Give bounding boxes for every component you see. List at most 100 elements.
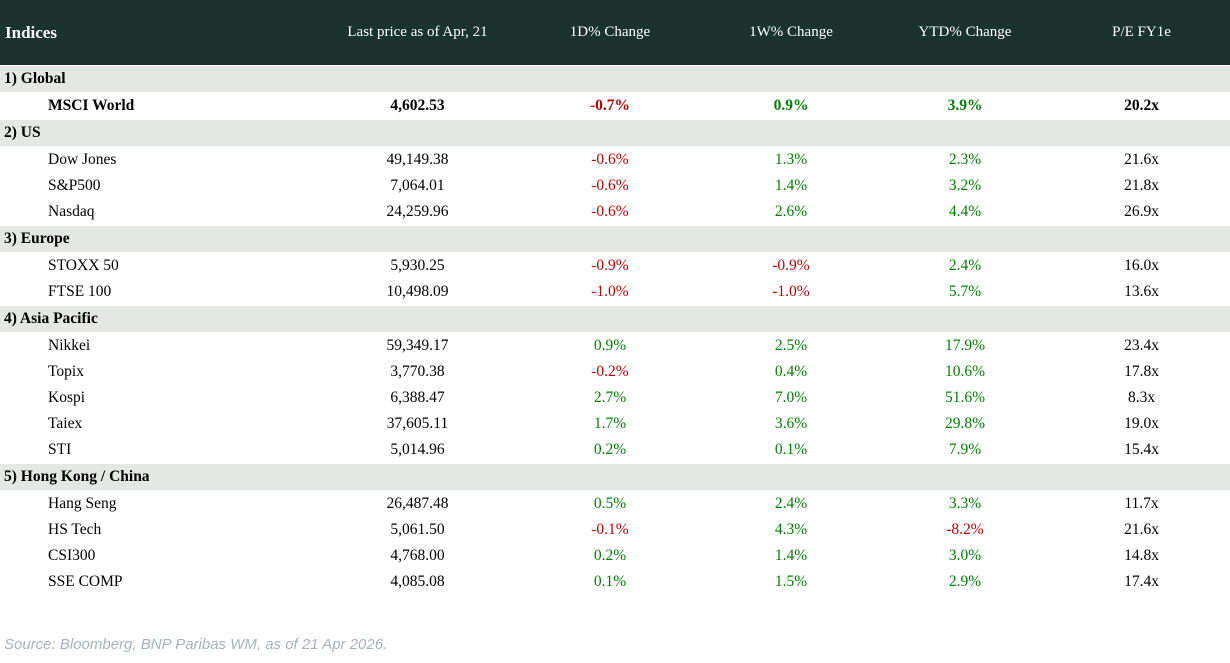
change-1d: -0.1% [515,517,705,543]
change-1d: -0.6% [515,146,705,173]
index-name: MSCI World [0,92,320,120]
index-name: Dow Jones [0,146,320,173]
pe-fy1e: 11.7x [1053,490,1230,517]
index-name: Hang Seng [0,490,320,517]
index-row: CSI300 4,768.00 0.2% 1.4% 3.0% 14.8x [0,543,1230,569]
index-row: Nikkei 59,349.17 0.9% 2.5% 17.9% 23.4x [0,332,1230,359]
index-row: FTSE 100 10,498.09 -1.0% -1.0% 5.7% 13.6x [0,279,1230,306]
section-row: 3) Europe [0,225,1230,253]
index-name: Taiex [0,411,320,437]
change-1w: 1.3% [705,146,877,173]
section-label: 2) US [0,119,1230,147]
last-price: 5,930.25 [320,252,515,279]
pe-fy1e: 21.6x [1053,146,1230,173]
change-ytd: 17.9% [877,332,1053,359]
last-price: 37,605.11 [320,411,515,437]
section-label: 3) Europe [0,225,1230,253]
index-name: SSE COMP [0,569,320,595]
index-name: CSI300 [0,543,320,569]
change-ytd: 3.9% [877,92,1053,120]
change-1w: 4.3% [705,517,877,543]
change-ytd: 2.4% [877,252,1053,279]
section-row: 2) US [0,119,1230,147]
last-price: 6,388.47 [320,385,515,411]
change-1w: 3.6% [705,411,877,437]
last-price: 59,349.17 [320,332,515,359]
pe-fy1e: 16.0x [1053,252,1230,279]
index-row: S&P500 7,064.01 -0.6% 1.4% 3.2% 21.8x [0,173,1230,199]
pe-fy1e: 26.9x [1053,199,1230,226]
change-ytd: -8.2% [877,517,1053,543]
pe-fy1e: 13.6x [1053,279,1230,306]
pe-fy1e: 21.6x [1053,517,1230,543]
change-1d: -0.9% [515,252,705,279]
change-1d: -0.6% [515,199,705,226]
last-price: 4,085.08 [320,569,515,595]
index-row: STI 5,014.96 0.2% 0.1% 7.9% 15.4x [0,437,1230,464]
pe-fy1e: 8.3x [1053,385,1230,411]
change-ytd: 2.9% [877,569,1053,595]
change-1w: 0.1% [705,437,877,464]
change-ytd: 10.6% [877,359,1053,385]
indices-table-body: 1) Global MSCI World 4,602.53 -0.7% 0.9% 3.9%… [0,65,1230,595]
change-1w: 0.4% [705,359,877,385]
change-1d: 0.2% [515,543,705,569]
change-1d: 0.1% [515,569,705,595]
pe-fy1e: 17.8x [1053,359,1230,385]
section-row: 4) Asia Pacific [0,305,1230,333]
column-header-ytd-change: YTD% Change [877,0,1053,66]
section-label: 5) Hong Kong / China [0,463,1230,491]
index-name: Topix [0,359,320,385]
index-row: STOXX 50 5,930.25 -0.9% -0.9% 2.4% 16.0x [0,252,1230,279]
change-1w: -0.9% [705,252,877,279]
index-row: Taiex 37,605.11 1.7% 3.6% 29.8% 19.0x [0,411,1230,437]
index-row: Hang Seng 26,487.48 0.5% 2.4% 3.3% 11.7x [0,490,1230,517]
change-1w: 1.4% [705,173,877,199]
change-1w: 2.5% [705,332,877,359]
index-name: Kospi [0,385,320,411]
index-name: STOXX 50 [0,252,320,279]
index-name: FTSE 100 [0,279,320,306]
change-ytd: 3.3% [877,490,1053,517]
section-row: 5) Hong Kong / China [0,463,1230,491]
column-header-1d-change: 1D% Change [515,0,705,66]
change-1w: 1.5% [705,569,877,595]
change-1w: 2.4% [705,490,877,517]
change-ytd: 5.7% [877,279,1053,306]
index-row: Topix 3,770.38 -0.2% 0.4% 10.6% 17.8x [0,359,1230,385]
last-price: 10,498.09 [320,279,515,306]
index-row: HS Tech 5,061.50 -0.1% 4.3% -8.2% 21.6x [0,517,1230,543]
change-ytd: 3.2% [877,173,1053,199]
section-row: 1) Global [0,65,1230,93]
index-name: STI [0,437,320,464]
indices-table: Indices Last price as of Apr, 21 1D% Cha… [0,0,1230,595]
column-header-pe-fy1e: P/E FY1e [1053,0,1230,66]
last-price: 7,064.01 [320,173,515,199]
change-1w: 0.9% [705,92,877,120]
change-ytd: 29.8% [877,411,1053,437]
index-name: S&P500 [0,173,320,199]
change-1d: 2.7% [515,385,705,411]
pe-fy1e: 14.8x [1053,543,1230,569]
change-1d: 0.5% [515,490,705,517]
last-price: 4,602.53 [320,92,515,120]
change-1d: 0.9% [515,332,705,359]
pe-fy1e: 20.2x [1053,92,1230,120]
change-1w: 7.0% [705,385,877,411]
last-price: 5,014.96 [320,437,515,464]
column-header-indices: Indices [0,0,320,66]
last-price: 4,768.00 [320,543,515,569]
pe-fy1e: 21.8x [1053,173,1230,199]
change-1w: -1.0% [705,279,877,306]
change-ytd: 4.4% [877,199,1053,226]
last-price: 49,149.38 [320,146,515,173]
change-1w: 1.4% [705,543,877,569]
index-name: HS Tech [0,517,320,543]
column-header-last-price: Last price as of Apr, 21 [320,0,515,66]
index-row: MSCI World 4,602.53 -0.7% 0.9% 3.9% 20.2x [0,92,1230,120]
index-row: Kospi 6,388.47 2.7% 7.0% 51.6% 8.3x [0,385,1230,411]
last-price: 24,259.96 [320,199,515,226]
change-ytd: 2.3% [877,146,1053,173]
section-label: 4) Asia Pacific [0,305,1230,333]
last-price: 3,770.38 [320,359,515,385]
